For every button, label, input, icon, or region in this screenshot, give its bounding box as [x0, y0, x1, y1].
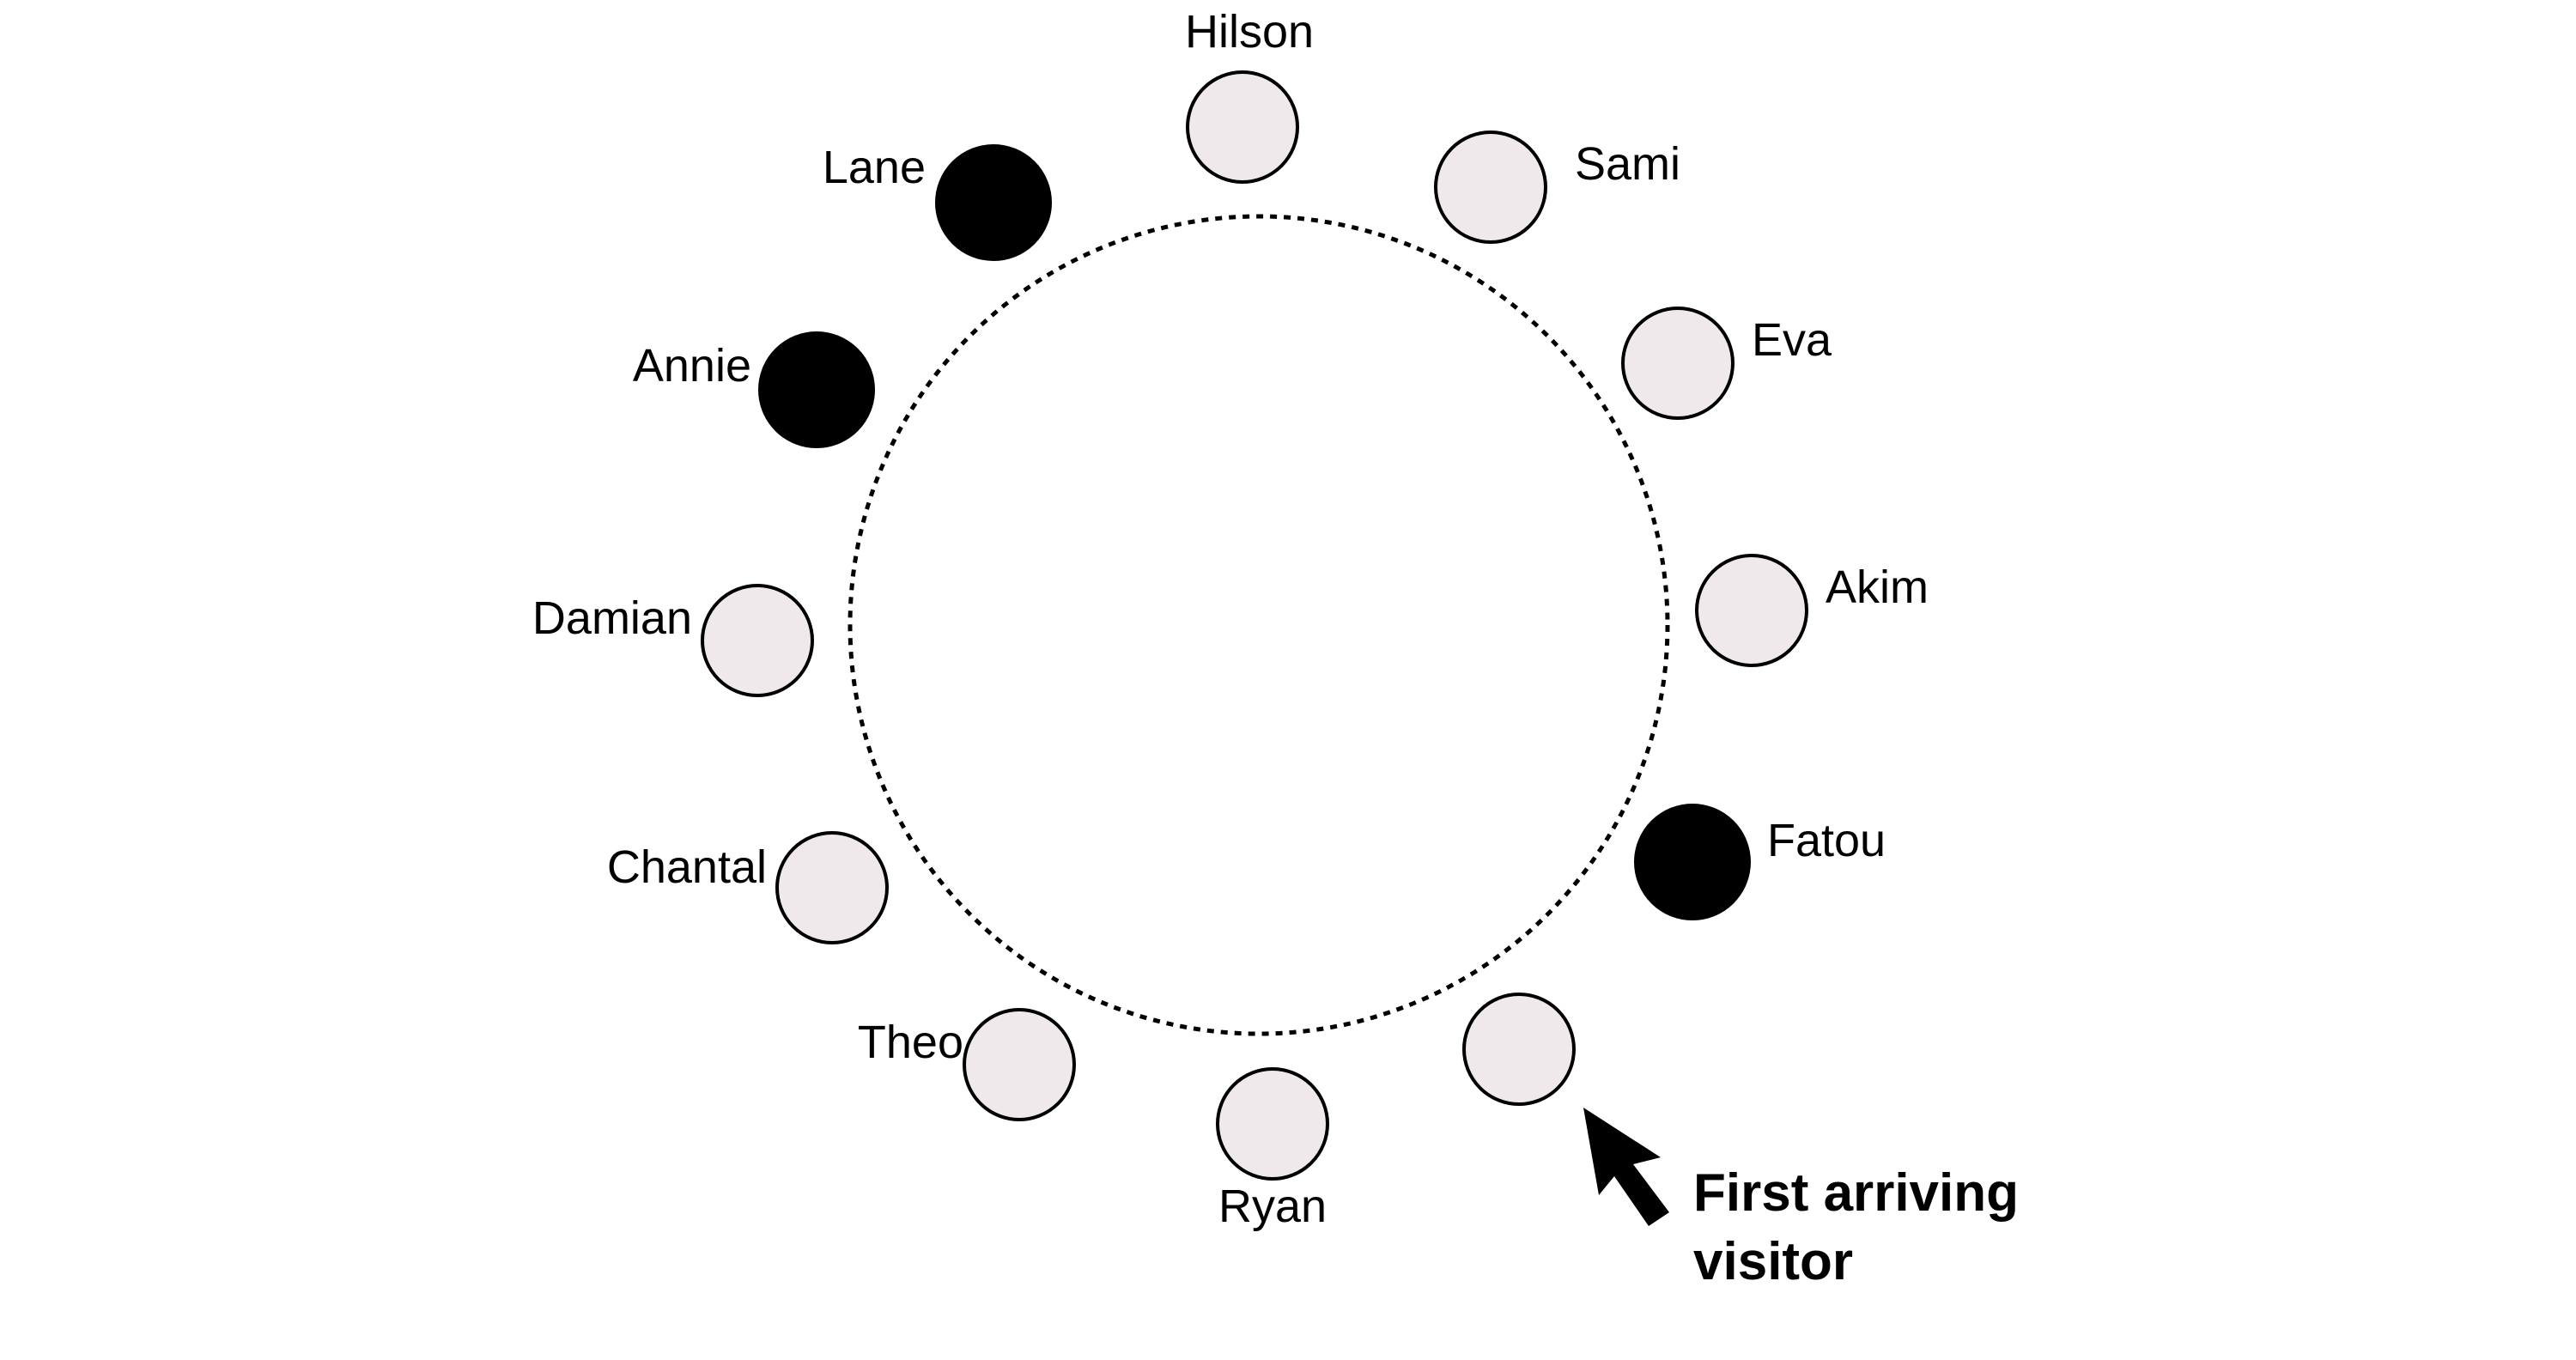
cursor-arrow-icon — [1583, 1108, 1669, 1226]
center-ring — [848, 214, 1670, 1036]
seat-label: Chantal — [607, 841, 767, 893]
seat-label: Theo — [858, 1017, 963, 1068]
seat-label: Ryan — [1218, 1181, 1327, 1232]
seat-empty — [1695, 554, 1808, 667]
seat-empty — [775, 831, 889, 944]
seat-empty — [963, 1008, 1076, 1121]
seat-occupied — [758, 331, 875, 448]
seat-label: Eva — [1752, 314, 1832, 366]
seat-label: Sami — [1575, 138, 1680, 190]
callout-line-1: First arriving — [1693, 1163, 2019, 1223]
seat-empty — [1621, 307, 1735, 420]
first-visitor-callout: First arriving visitor — [1583, 1108, 2019, 1291]
seat-empty — [1216, 1067, 1329, 1181]
seat-empty — [1186, 70, 1299, 184]
seat-empty — [701, 584, 814, 697]
seat-label: Damian — [532, 592, 692, 644]
seat-empty — [1462, 993, 1576, 1106]
callout-line-2: visitor — [1693, 1232, 1853, 1291]
seat-label: Lane — [823, 142, 926, 193]
seat-label: Annie — [633, 340, 751, 392]
seat-label: Fatou — [1767, 815, 1886, 866]
seats-group: Hilson Sami Eva Akim Fatou Ryan Theo Chantal Dam… — [532, 6, 1929, 1232]
seat-label: Akim — [1826, 562, 1929, 613]
seat-occupied — [1634, 804, 1751, 920]
seat-label: Hilson — [1185, 6, 1314, 58]
seat-empty — [1434, 131, 1547, 244]
seat-occupied — [935, 144, 1052, 261]
